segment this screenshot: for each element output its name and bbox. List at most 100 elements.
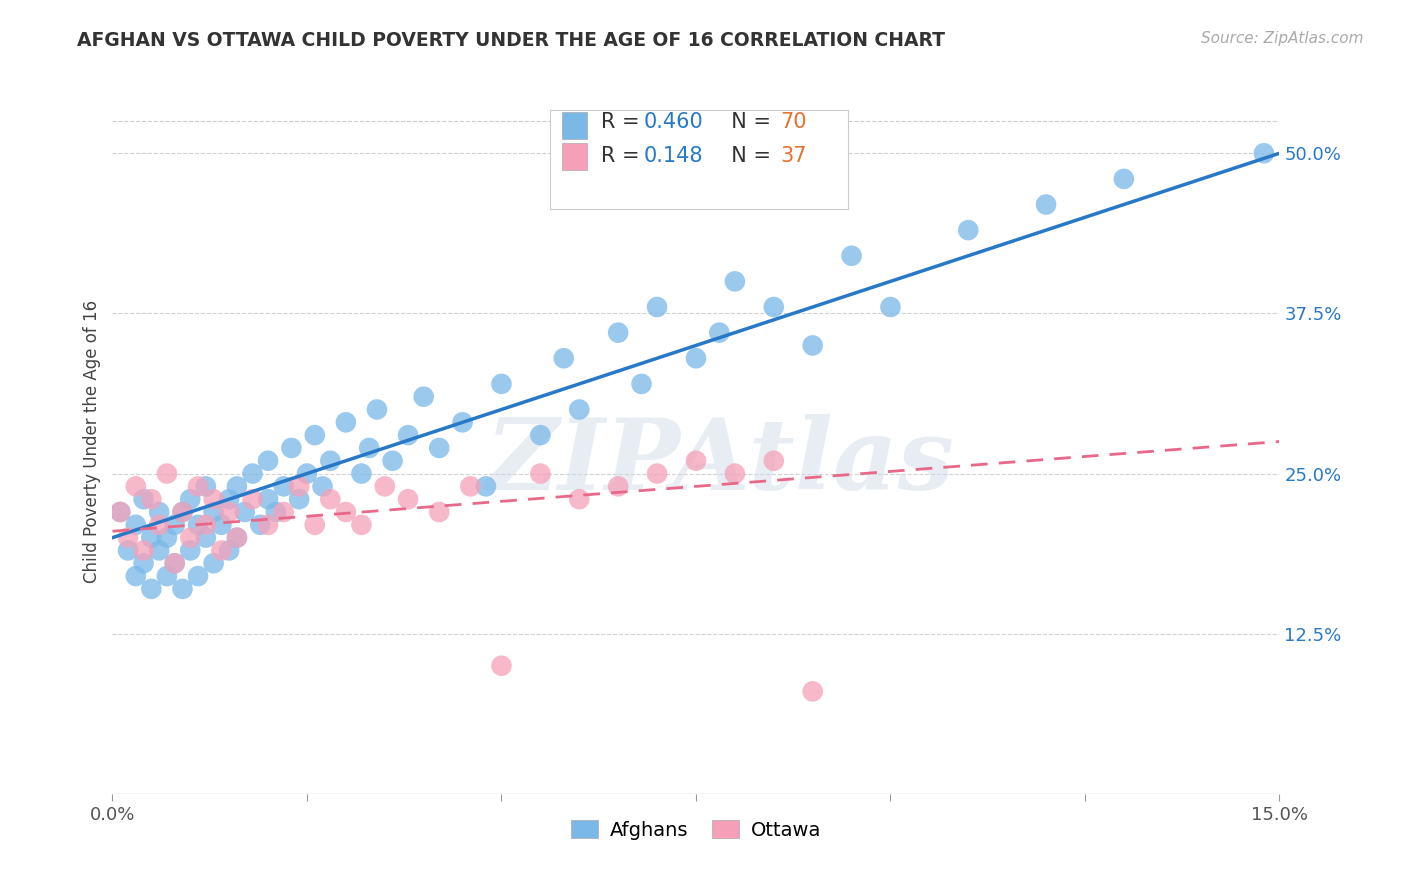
Point: [288, 479, 311, 493]
Point: [335, 505, 357, 519]
Point: [801, 684, 824, 698]
Point: [491, 658, 513, 673]
Point: [724, 274, 747, 288]
Point: [491, 376, 513, 391]
Point: [475, 479, 498, 493]
Point: [762, 454, 785, 468]
Point: [607, 479, 630, 493]
Text: Source: ZipAtlas.com: Source: ZipAtlas.com: [1201, 31, 1364, 46]
Point: [132, 543, 155, 558]
Point: [226, 479, 249, 493]
Point: [396, 492, 419, 507]
Point: [141, 531, 163, 545]
Point: [132, 556, 155, 570]
Point: [110, 505, 132, 519]
Point: [156, 569, 179, 583]
Point: [202, 505, 225, 519]
Point: [295, 467, 318, 481]
Point: [117, 531, 139, 545]
Point: [630, 376, 652, 391]
Point: [209, 517, 232, 532]
Point: [335, 415, 357, 429]
Point: [366, 402, 388, 417]
Point: [645, 300, 668, 314]
Text: ZIPAtlas: ZIPAtlas: [485, 415, 953, 511]
Point: [607, 326, 630, 340]
Point: [226, 531, 249, 545]
Point: [553, 351, 575, 366]
Point: [685, 351, 707, 366]
Point: [319, 492, 342, 507]
Point: [172, 505, 194, 519]
Point: [172, 505, 194, 519]
Point: [141, 492, 163, 507]
Point: [685, 454, 707, 468]
Point: [125, 569, 148, 583]
Point: [841, 249, 863, 263]
Point: [374, 479, 396, 493]
Point: [1035, 197, 1057, 211]
Point: [132, 492, 155, 507]
Point: [350, 467, 373, 481]
Point: [249, 517, 271, 532]
Text: 37: 37: [780, 146, 807, 166]
Point: [179, 543, 201, 558]
FancyBboxPatch shape: [550, 111, 848, 209]
Text: N =: N =: [718, 112, 778, 132]
Point: [288, 492, 311, 507]
Point: [529, 467, 551, 481]
Point: [801, 338, 824, 352]
Point: [359, 441, 381, 455]
Point: [194, 517, 217, 532]
Text: 0.148: 0.148: [644, 146, 703, 166]
Point: [257, 517, 280, 532]
Point: [257, 492, 280, 507]
Point: [724, 467, 747, 481]
Point: [141, 582, 163, 596]
Point: [460, 479, 482, 493]
Point: [226, 531, 249, 545]
Legend: Afghans, Ottawa: Afghans, Ottawa: [564, 813, 828, 847]
Point: [125, 479, 148, 493]
Y-axis label: Child Poverty Under the Age of 16: Child Poverty Under the Age of 16: [83, 300, 101, 583]
Point: [242, 492, 264, 507]
Point: [202, 492, 225, 507]
Point: [879, 300, 901, 314]
Point: [709, 326, 731, 340]
Text: 0.460: 0.460: [644, 112, 703, 132]
Point: [273, 479, 295, 493]
Point: [451, 415, 474, 429]
Point: [350, 517, 373, 532]
Bar: [562, 112, 588, 138]
Point: [209, 543, 232, 558]
Point: [163, 556, 186, 570]
Text: R =: R =: [602, 112, 647, 132]
Point: [218, 543, 240, 558]
Point: [1112, 172, 1135, 186]
Point: [568, 492, 591, 507]
Point: [645, 467, 668, 481]
Point: [427, 505, 450, 519]
Point: [172, 582, 194, 596]
Point: [187, 569, 209, 583]
Point: [264, 505, 287, 519]
Point: [218, 492, 240, 507]
Point: [218, 505, 240, 519]
Point: [194, 479, 217, 493]
Point: [568, 402, 591, 417]
Point: [148, 543, 170, 558]
Point: [427, 441, 450, 455]
Point: [280, 441, 302, 455]
Point: [762, 300, 785, 314]
Point: [242, 467, 264, 481]
Point: [529, 428, 551, 442]
Point: [311, 479, 333, 493]
Point: [319, 454, 342, 468]
Point: [957, 223, 980, 237]
Point: [273, 505, 295, 519]
Point: [163, 556, 186, 570]
Point: [304, 517, 326, 532]
Point: [304, 428, 326, 442]
Point: [148, 505, 170, 519]
Point: [381, 454, 404, 468]
